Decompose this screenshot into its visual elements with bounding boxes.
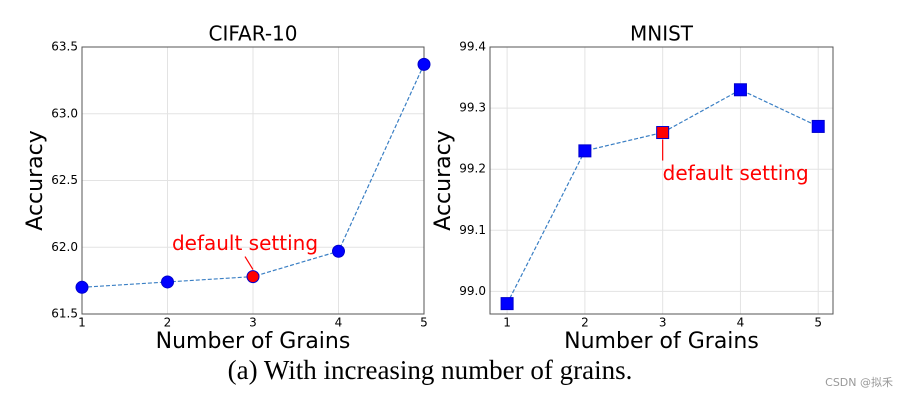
marker [578,144,592,158]
annotation-arrow [244,256,254,270]
marker [417,57,431,71]
y-tick-label: 61.5 [51,307,78,321]
marker [500,297,514,311]
y-axis-label: Accuracy [23,130,48,230]
x-tick-label: 1 [503,316,511,330]
y-tick-label: 99.3 [459,101,486,115]
marker [733,83,747,97]
x-tick-label: 2 [581,316,589,330]
x-axis-label: Number of Grains [156,329,351,354]
marker [332,244,345,258]
marker [656,126,670,140]
marker [161,275,174,289]
annotation: default setting [663,161,809,185]
x-axis-label: Number of Grains [564,329,759,354]
y-tick-label: 62.0 [51,240,78,254]
plot-frame [81,46,425,315]
x-tick-label: 1 [78,316,86,330]
x-tick-label: 3 [249,316,257,330]
marker [246,270,260,284]
marker [811,119,825,133]
x-tick-label: 2 [164,316,172,330]
x-tick-label: 4 [737,316,745,330]
caption: (a) With increasing number of grains. [228,355,633,385]
x-tick-label: 3 [659,316,667,330]
y-tick-label: 99.4 [459,40,486,54]
y-tick-label: 99.1 [459,223,486,237]
plot-frame [489,46,834,315]
y-tick-label: 63.0 [51,106,78,120]
x-tick-label: 5 [814,316,822,330]
chart-title: CIFAR-10 [209,22,298,46]
y-axis-label: Accuracy [431,130,456,230]
data-line [506,89,819,304]
y-tick-label: 99.0 [459,284,486,298]
chart-title: MNIST [630,22,694,46]
x-tick-label: 4 [335,316,343,330]
y-tick-label: 63.5 [51,40,78,54]
y-tick-label: 62.5 [51,173,78,187]
annotation: default setting [172,231,318,255]
x-tick-label: 5 [420,316,428,330]
watermark: CSDN @拟禾 [825,375,893,389]
y-tick-label: 99.2 [459,162,486,176]
marker [75,280,89,294]
